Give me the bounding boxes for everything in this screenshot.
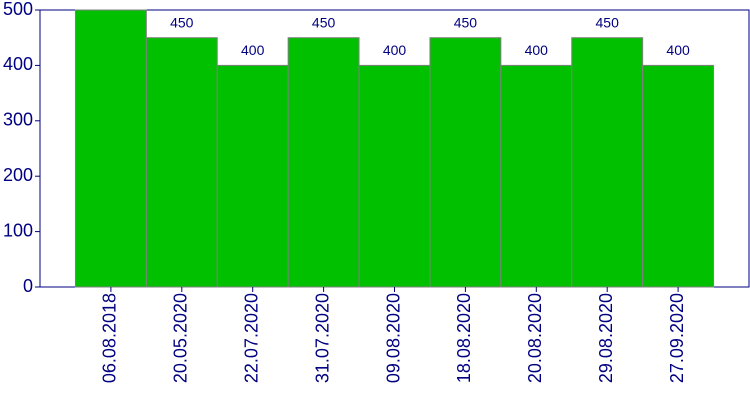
value-label: 500 <box>99 0 123 3</box>
bar <box>358 64 431 288</box>
bar <box>145 37 218 288</box>
bar <box>500 64 573 288</box>
x-tick-label: 27.09.2020 <box>667 293 687 383</box>
value-label: 450 <box>170 14 194 30</box>
x-tick-label: 31.07.2020 <box>312 293 332 383</box>
value-label: 400 <box>241 42 265 58</box>
value-label: 400 <box>383 42 407 58</box>
value-label: 450 <box>454 14 478 30</box>
bar <box>216 64 289 288</box>
x-tick-label: 20.08.2020 <box>525 293 545 383</box>
y-tick-label: 300 <box>3 110 33 130</box>
bar <box>74 9 147 288</box>
y-tick-label: 400 <box>3 54 33 74</box>
x-tick-label: 09.08.2020 <box>383 293 403 383</box>
bar <box>429 37 502 288</box>
y-tick-label: 100 <box>3 220 33 240</box>
value-label: 450 <box>596 14 620 30</box>
bar <box>571 37 644 288</box>
bar <box>287 37 360 288</box>
bar <box>642 64 715 288</box>
y-tick-label: 200 <box>3 165 33 185</box>
x-tick-label: 18.08.2020 <box>454 293 474 383</box>
value-label: 450 <box>312 14 336 30</box>
x-tick-label: 20.05.2020 <box>171 293 191 383</box>
y-tick-label: 500 <box>3 0 33 19</box>
y-tick-label: 0 <box>23 276 33 296</box>
x-tick-label: 29.08.2020 <box>596 293 616 383</box>
value-label: 400 <box>666 42 690 58</box>
value-label: 400 <box>525 42 549 58</box>
x-tick-label: 22.07.2020 <box>241 293 261 383</box>
x-tick-label: 06.08.2018 <box>100 293 120 383</box>
